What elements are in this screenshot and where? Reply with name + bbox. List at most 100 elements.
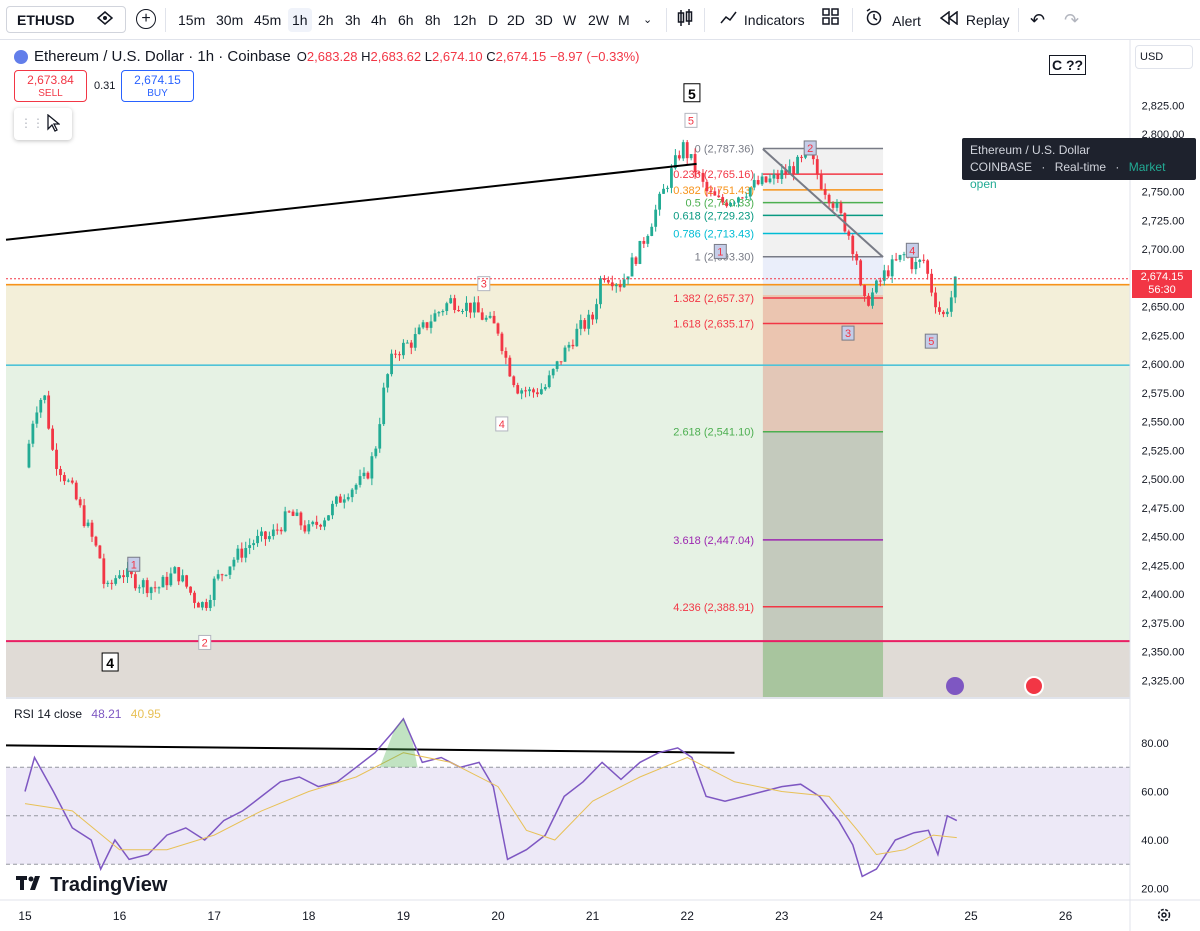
price-tick-label: 2,475.00 (1142, 503, 1185, 515)
divider (852, 8, 853, 32)
candle-body (760, 176, 764, 185)
candle-body (910, 257, 914, 270)
candle-body (429, 321, 433, 328)
timeframe-2h[interactable]: 2h (318, 12, 334, 28)
candle-body (595, 304, 598, 320)
candle-body (867, 296, 870, 306)
candle-body (945, 311, 949, 315)
candle-body (788, 166, 792, 174)
symbol-search[interactable]: ETHUSD (6, 6, 126, 33)
candle-body (279, 529, 283, 532)
watchlist-icon[interactable] (95, 11, 115, 28)
arrow-cursor-icon[interactable] (46, 113, 61, 137)
candle-body (453, 298, 457, 310)
timeframe-15m[interactable]: 15m (178, 12, 206, 28)
timeframe-1h[interactable]: 1h (288, 8, 312, 32)
undo-icon[interactable]: ↶ (1030, 10, 1046, 30)
timeframe-2D[interactable]: 2D (507, 12, 525, 28)
candle-body (31, 423, 35, 444)
candle-body (685, 142, 689, 159)
candle-body (43, 395, 47, 400)
candle-body (815, 159, 819, 175)
candle-body (283, 511, 287, 532)
close-value: 2,674.15 (495, 49, 547, 64)
time-tick-label: 17 (208, 909, 222, 923)
timeframe-D[interactable]: D (488, 12, 499, 28)
candle-body (66, 480, 70, 482)
replay-button[interactable]: Replay (939, 8, 1009, 32)
fib-box-green (762, 641, 884, 697)
candle-body (717, 195, 721, 198)
wave-label: 5 (688, 115, 694, 127)
candle-body (189, 586, 192, 593)
candle-body (55, 449, 58, 469)
timeframe-3h[interactable]: 3h (345, 12, 361, 28)
rsi-line (24, 717, 958, 878)
candle-body (394, 353, 397, 355)
timeframe-W[interactable]: W (563, 12, 577, 28)
candle-body (204, 602, 208, 608)
redo-icon[interactable]: ↷ (1064, 10, 1080, 30)
candle-body (433, 313, 437, 322)
drag-handle-icon[interactable]: ⋮⋮ (20, 116, 44, 130)
pane-divider (6, 697, 1130, 699)
timeframe-6h[interactable]: 6h (398, 12, 414, 28)
timeframe-M[interactable]: M (618, 12, 630, 28)
fib-level-label: 4.236 (2,388.91) (673, 602, 754, 614)
wave-label: 1 (131, 559, 137, 571)
candle-body (110, 582, 114, 584)
wave-label: 4 (909, 245, 915, 257)
fib-level-label: 0.382 (2,751.43) (673, 185, 754, 197)
tradingview-logo: TradingView (16, 874, 167, 897)
candle-body (149, 587, 153, 594)
trendline (5, 162, 697, 241)
candle-body (839, 202, 843, 214)
candle-body (220, 574, 224, 576)
buy-price: 2,674.15 (134, 73, 181, 87)
candle-body (851, 235, 855, 255)
candle-body (662, 188, 665, 194)
candle-body (122, 575, 125, 578)
candle-body (386, 374, 390, 388)
timeframe-3D[interactable]: 3D (535, 12, 553, 28)
chart-canvas[interactable]: 0 (2,787.36) 0.236 (2,765.16) 0.382 (2,751… (0, 40, 1200, 931)
candle-body (390, 353, 393, 375)
candle-body (35, 412, 39, 424)
timeframe-30m[interactable]: 30m (216, 12, 244, 28)
settings-gear-icon[interactable] (1156, 907, 1172, 928)
fib-diagonal (762, 148, 884, 258)
candle-body (796, 156, 799, 174)
cursor-tool[interactable]: ⋮⋮ (14, 108, 72, 140)
candle-body (504, 351, 508, 358)
candle-body (51, 428, 54, 450)
candle-body (926, 260, 930, 274)
candle-body (583, 320, 587, 329)
timeframe-45m[interactable]: 45m (254, 12, 282, 28)
candle-body (713, 191, 717, 196)
alert-button[interactable]: Alert (865, 8, 921, 32)
price-tick-label: 2,600.00 (1142, 359, 1185, 371)
candle-body (267, 536, 271, 540)
candle-body (27, 443, 31, 468)
timeframe-4h[interactable]: 4h (371, 12, 387, 28)
layout-grid-icon[interactable] (822, 8, 840, 32)
indicators-button[interactable]: Indicators (720, 8, 805, 32)
candle-body (212, 578, 216, 600)
time-tick-label: 22 (681, 909, 695, 923)
timeframe-12h[interactable]: 12h (453, 12, 477, 28)
candle-body (603, 278, 606, 281)
candle-type-icon[interactable] (677, 8, 693, 32)
sell-button[interactable]: 2,673.84 SELL (14, 70, 87, 102)
wave-label-box (841, 325, 855, 341)
candle-body (638, 240, 642, 264)
add-symbol-icon[interactable]: + (136, 9, 156, 29)
candle-body (949, 297, 953, 312)
candle-body (520, 390, 524, 394)
buy-button[interactable]: 2,674.15 BUY (121, 70, 194, 102)
timeframe-8h[interactable]: 8h (425, 12, 441, 28)
timeframe-2W[interactable]: 2W (588, 12, 609, 28)
candle-body (334, 496, 338, 504)
candle-body (378, 424, 382, 449)
currency-selector[interactable]: USD (1135, 45, 1193, 69)
timeframe-dropdown-icon[interactable]: ⌄ (643, 14, 653, 26)
